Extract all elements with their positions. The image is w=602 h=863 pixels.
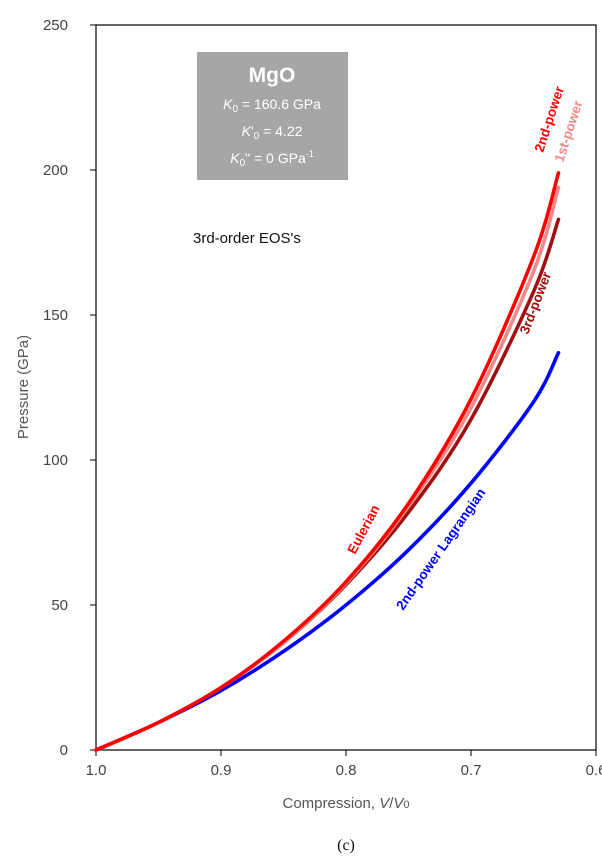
panel-label: (c) — [337, 837, 355, 854]
x-tick-label: 0.9 — [211, 762, 232, 779]
eos-order-note: 3rd-order EOS's — [193, 230, 301, 247]
curves-group — [94, 171, 561, 752]
info-box-background — [197, 52, 348, 180]
axis-ticks: 1.0 0.9 0.8 0.7 0.6 0 50 100 150 200 250 — [43, 17, 602, 779]
x-axis-title: Compression, V/V0 — [282, 795, 409, 812]
series-line-eulerian-3rd-power — [94, 217, 561, 752]
x-tick-label: 0.7 — [461, 762, 482, 779]
y-tick-label: 100 — [43, 452, 68, 469]
x-tick-label: 0.8 — [336, 762, 357, 779]
info-box-k0: K0 = 160.6 GPa — [223, 96, 321, 115]
info-box-title: MgO — [249, 64, 296, 87]
series-line-2nd-power-lagrangian — [94, 350, 561, 752]
x-tick-label: 1.0 — [86, 762, 107, 779]
info-box-k0-double-prime: K0" = 0 GPa-1 — [230, 149, 314, 169]
x-tick-label: 0.6 — [586, 762, 602, 779]
y-axis-title: Pressure (GPa) — [15, 335, 32, 439]
y-tick-label: 0 — [60, 742, 68, 759]
series-line-eulerian-2nd-power — [94, 171, 561, 752]
y-tick-label: 150 — [43, 307, 68, 324]
info-box-k0-prime: K'0 = 4.22 — [242, 123, 303, 142]
series-line-eulerian-1st-power — [94, 185, 561, 752]
y-tick-label: 200 — [43, 162, 68, 179]
info-box: MgO K0 = 160.6 GPa K'0 = 4.22 K0" = 0 GP… — [197, 52, 348, 180]
y-tick-label: 250 — [43, 17, 68, 34]
y-tick-label: 50 — [51, 597, 68, 614]
